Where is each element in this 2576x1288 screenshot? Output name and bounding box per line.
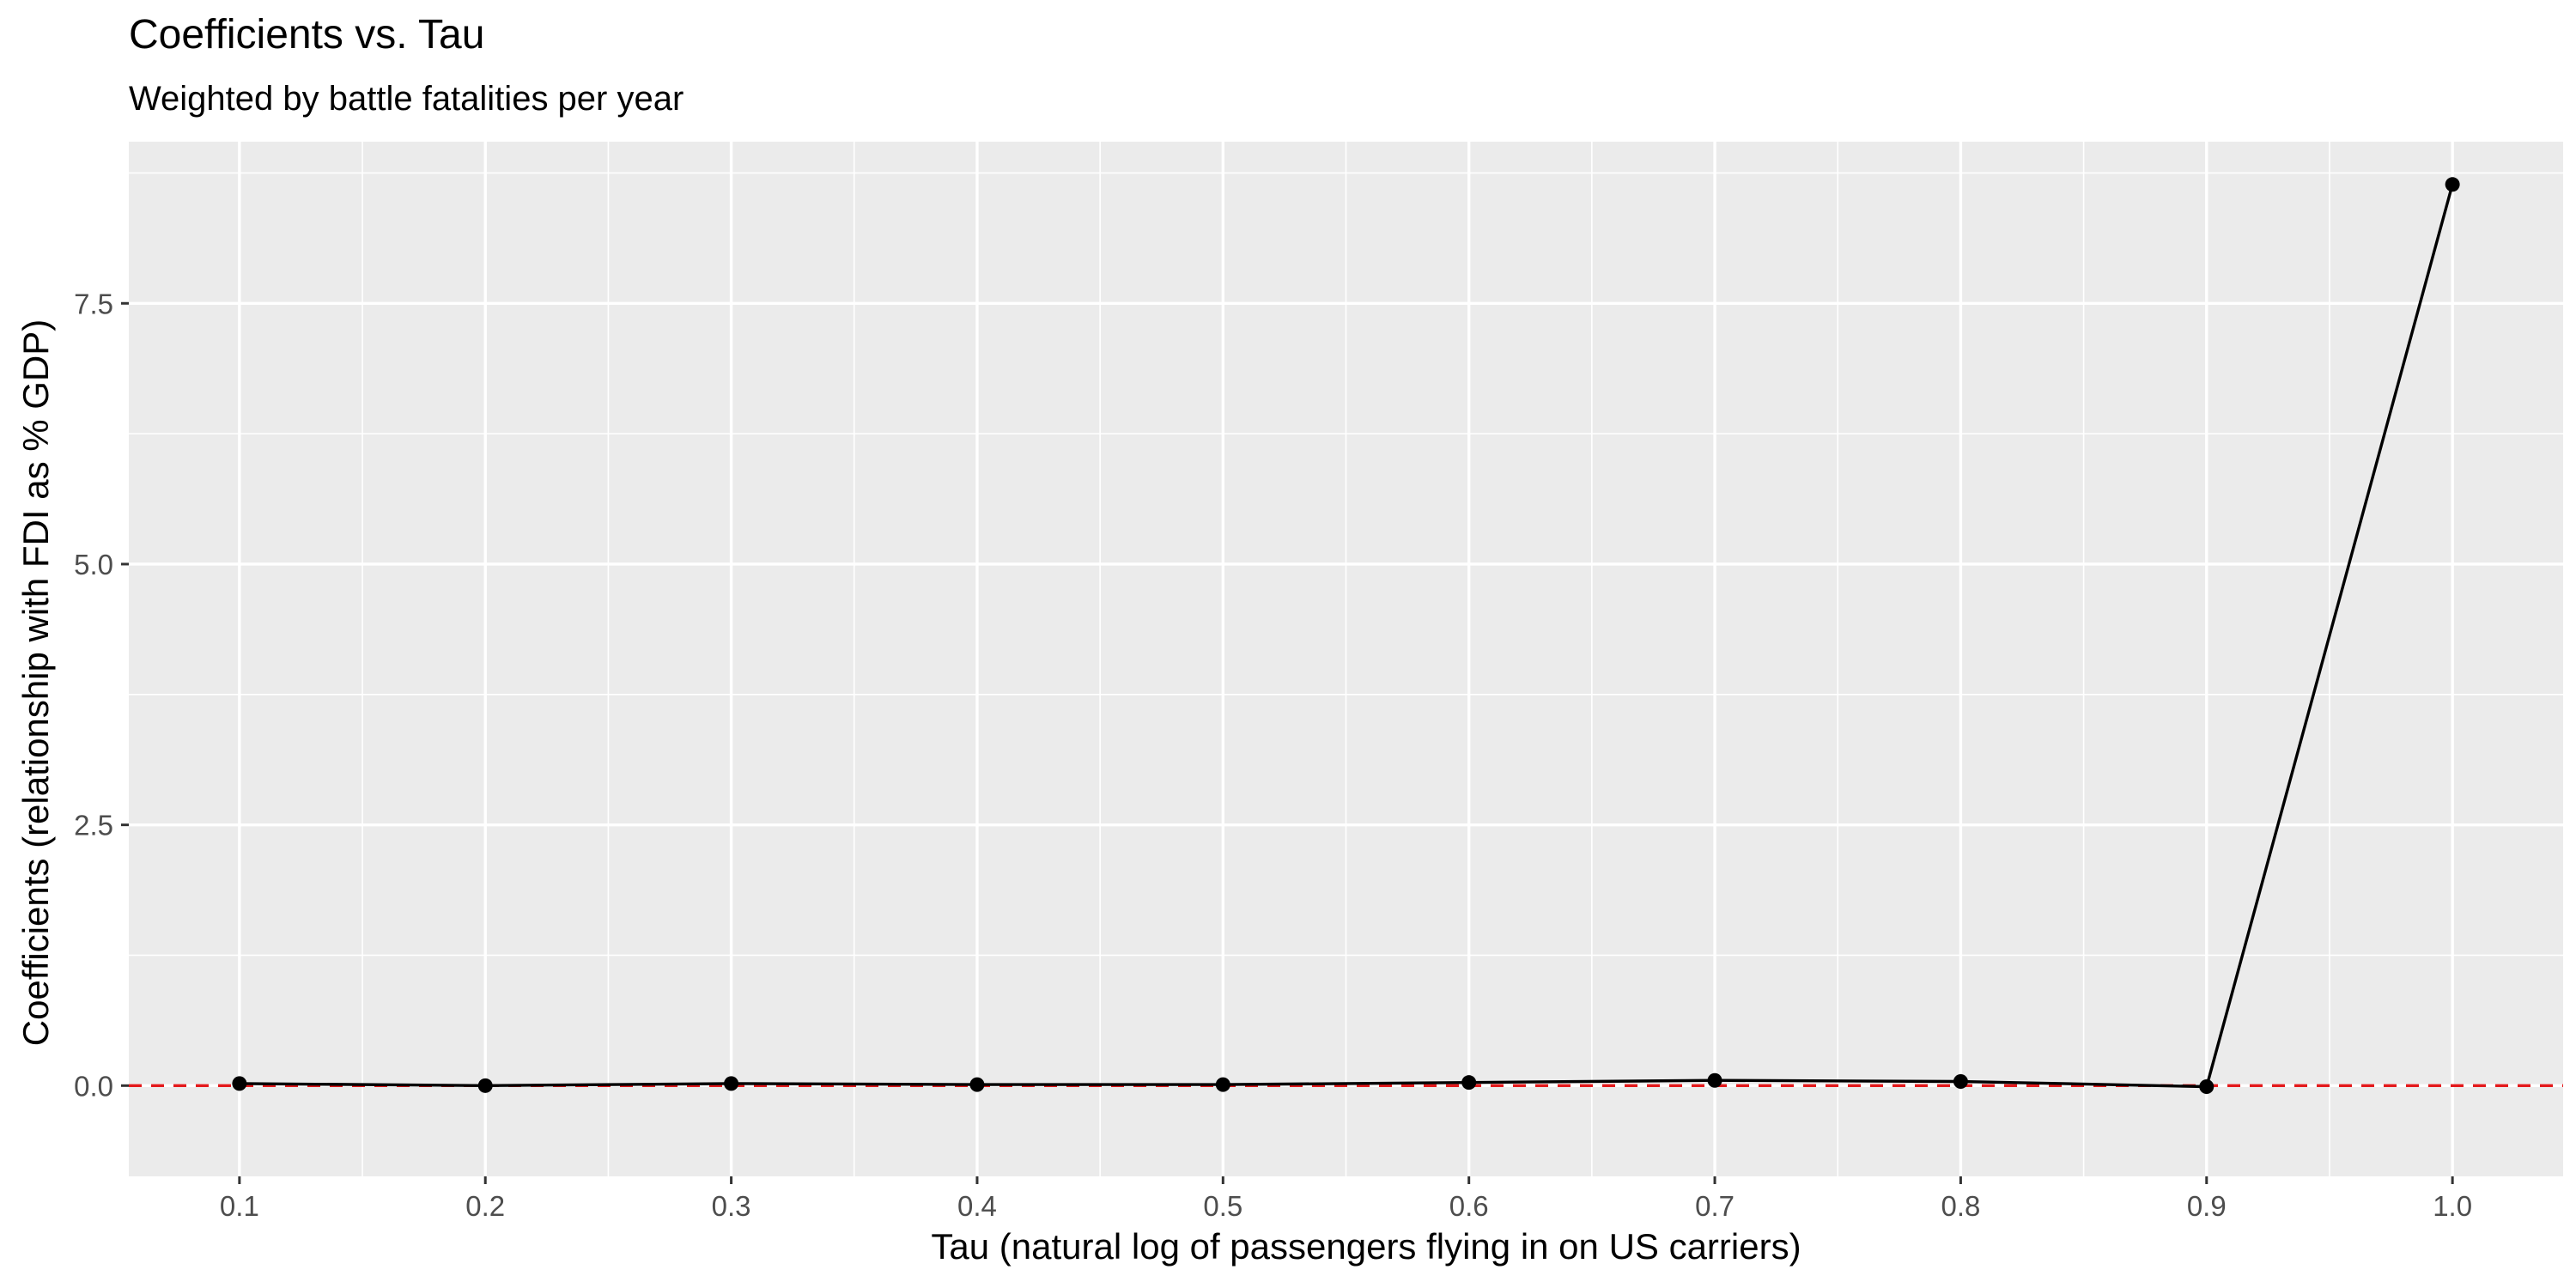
x-tick-label: 0.3 <box>712 1190 751 1222</box>
data-point <box>969 1077 985 1092</box>
data-point <box>1953 1073 1968 1089</box>
grid-minor <box>129 142 2563 1176</box>
data-point <box>477 1078 493 1093</box>
data-series <box>232 177 2460 1095</box>
x-axis-label: Tau (natural log of passengers flying in… <box>931 1226 1801 1267</box>
series-line <box>239 184 2454 1089</box>
x-tick-label: 0.1 <box>220 1190 259 1222</box>
data-point <box>1707 1072 1722 1088</box>
chart-subtitle: Weighted by battle fatalities per year <box>129 80 683 118</box>
y-tick-label: 7.5 <box>74 288 113 319</box>
x-tick-label: 0.7 <box>1695 1190 1735 1222</box>
y-tick-label: 5.0 <box>74 549 113 580</box>
data-point <box>1215 1077 1230 1092</box>
y-tick-label: 0.0 <box>74 1070 113 1102</box>
data-point <box>2199 1079 2215 1095</box>
x-tick-label: 0.2 <box>465 1190 505 1222</box>
data-point <box>724 1076 739 1091</box>
x-tick-label: 0.5 <box>1203 1190 1242 1222</box>
x-tick-label: 0.4 <box>957 1190 997 1222</box>
data-point <box>232 1076 247 1091</box>
x-axis: 0.1 0.2 0.3 0.4 0.5 0.6 0.7 0.8 0.9 1.0 <box>220 1176 2472 1222</box>
x-tick-label: 1.0 <box>2433 1190 2472 1222</box>
data-point <box>1461 1075 1477 1091</box>
y-axis-label: Coefficients (relationship with FDI as %… <box>15 319 56 1047</box>
x-tick-label: 0.8 <box>1941 1190 1980 1222</box>
y-axis: 0.0 2.5 5.0 7.5 <box>74 288 129 1102</box>
x-tick-label: 0.9 <box>2187 1190 2227 1222</box>
x-tick-label: 0.6 <box>1449 1190 1489 1222</box>
y-tick-label: 2.5 <box>74 810 113 841</box>
data-point <box>2445 177 2460 192</box>
chart-title: Coefficients vs. Tau <box>129 12 484 58</box>
